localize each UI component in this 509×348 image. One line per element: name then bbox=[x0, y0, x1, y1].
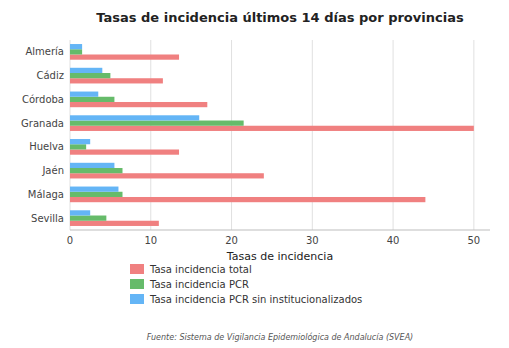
x-axis-line bbox=[70, 230, 490, 231]
legend-label: Tasa incidencia total bbox=[149, 264, 252, 275]
legend: Tasa incidencia total Tasa incidencia PCR… bbox=[130, 264, 362, 305]
bar bbox=[70, 49, 82, 54]
chart: Tasas de incidencia últimos 14 días por … bbox=[0, 0, 509, 348]
y-tick-label: Málaga bbox=[28, 189, 64, 200]
legend-label: Tasa incidencia PCR sin institucionaliza… bbox=[149, 294, 362, 305]
bar bbox=[70, 97, 114, 102]
bar bbox=[70, 210, 90, 215]
y-tick-label: Jaén bbox=[41, 165, 64, 176]
x-tick-label: 40 bbox=[387, 235, 400, 246]
bar bbox=[70, 163, 114, 168]
bar bbox=[70, 68, 102, 73]
bars bbox=[70, 44, 474, 226]
y-tick-label: Sevilla bbox=[31, 213, 64, 224]
bar bbox=[70, 54, 179, 59]
legend-swatch bbox=[130, 294, 144, 304]
bar bbox=[70, 192, 123, 197]
bar bbox=[70, 197, 425, 202]
bar bbox=[70, 73, 110, 78]
bar bbox=[70, 44, 82, 49]
y-tick-label: Cádiz bbox=[37, 70, 65, 81]
bar bbox=[70, 102, 207, 107]
bar bbox=[70, 221, 159, 226]
legend-swatch bbox=[130, 264, 144, 274]
bar bbox=[70, 121, 244, 126]
page: {"chart_data": {"type": "bar", "orientat… bbox=[0, 0, 509, 348]
bar bbox=[70, 126, 474, 131]
y-tick-label: Granada bbox=[21, 118, 64, 129]
bar bbox=[70, 149, 179, 154]
title: Tasas de incidencia últimos 14 días por … bbox=[96, 10, 464, 25]
x-tick-label: 0 bbox=[67, 235, 73, 246]
legend-label: Tasa incidencia PCR bbox=[149, 279, 249, 290]
footer: Fuente: Sistema de Vigilancia Epidemioló… bbox=[147, 332, 413, 342]
bar bbox=[70, 216, 106, 221]
x-axis-label: Tasas de incidencia bbox=[226, 250, 333, 263]
x-tick-label: 50 bbox=[467, 235, 480, 246]
bar bbox=[70, 144, 86, 149]
bar bbox=[70, 168, 123, 173]
bar bbox=[70, 78, 163, 83]
y-tick-label: Almería bbox=[25, 46, 64, 57]
bar bbox=[70, 115, 199, 120]
bar bbox=[70, 187, 118, 192]
x-tick-label: 10 bbox=[144, 235, 157, 246]
bar bbox=[70, 92, 98, 97]
x-tick-label: 30 bbox=[306, 235, 319, 246]
grid-line bbox=[473, 40, 474, 230]
legend-swatch bbox=[130, 279, 144, 289]
y-tick-label: Huelva bbox=[29, 141, 64, 152]
y-tick-label: Córdoba bbox=[22, 94, 64, 105]
grid bbox=[70, 40, 474, 230]
x-tick-label: 20 bbox=[225, 235, 238, 246]
bar bbox=[70, 173, 264, 178]
bar bbox=[70, 139, 90, 144]
